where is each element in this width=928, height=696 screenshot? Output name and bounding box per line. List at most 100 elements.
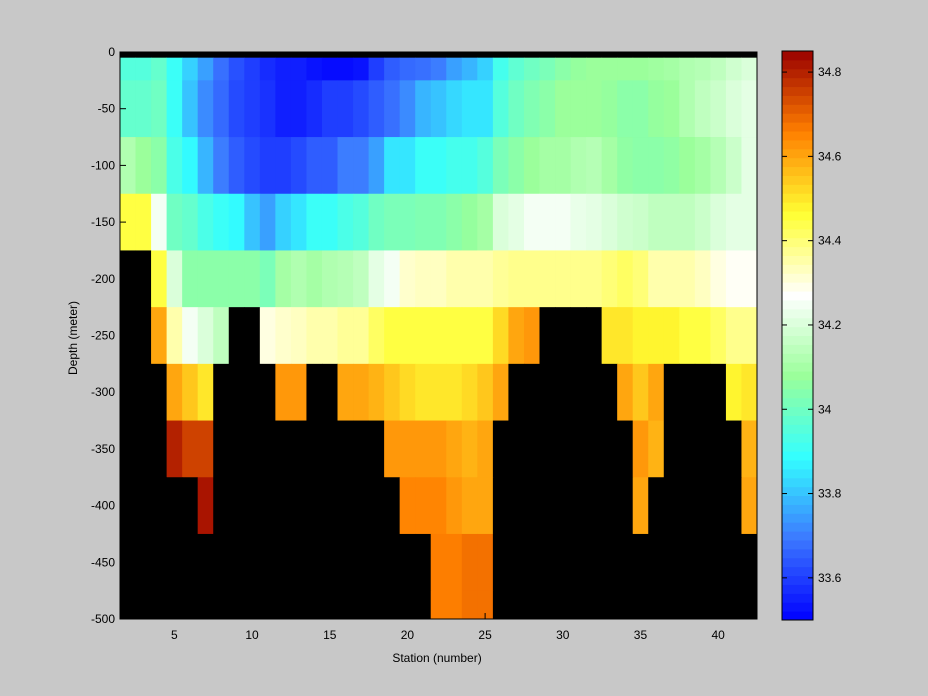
heatmap-cell xyxy=(586,250,603,308)
heatmap-cell xyxy=(166,477,183,535)
heatmap-cell xyxy=(477,533,494,592)
heatmap-cell xyxy=(710,307,727,365)
x-tick-label: 40 xyxy=(711,628,725,642)
heatmap-cell xyxy=(228,363,245,421)
heatmap-cell xyxy=(492,477,509,535)
heatmap-cell xyxy=(135,57,152,81)
y-tick-label: -350 xyxy=(91,442,115,456)
heatmap-cell xyxy=(151,57,168,81)
colorbar-segment xyxy=(782,131,813,141)
heatmap-cell xyxy=(617,363,634,421)
heatmap-cell xyxy=(648,307,665,365)
heatmap-cell xyxy=(182,57,199,81)
heatmap-cell xyxy=(477,420,494,478)
heatmap-cell xyxy=(725,57,742,81)
heatmap-cell xyxy=(151,137,168,195)
colorbar-segment xyxy=(782,539,813,550)
y-tick-label: 0 xyxy=(108,45,115,59)
heatmap-cell xyxy=(586,420,603,478)
x-tick-label: 35 xyxy=(634,628,648,642)
y-tick-label: -100 xyxy=(91,158,115,172)
heatmap-cell xyxy=(555,193,571,251)
heatmap-cell xyxy=(120,590,136,620)
heatmap-cell xyxy=(477,363,494,421)
heatmap-cell xyxy=(570,307,587,365)
y-tick-label: -450 xyxy=(91,555,115,569)
heatmap-cell xyxy=(523,250,540,308)
colorbar-segment xyxy=(782,104,813,114)
heatmap-cell xyxy=(182,533,199,592)
heatmap-cell xyxy=(259,80,276,138)
heatmap-cell xyxy=(477,57,494,81)
heatmap-cell xyxy=(446,420,463,478)
heatmap-cell xyxy=(586,193,603,251)
colorbar-segment xyxy=(782,575,813,585)
heatmap-cell xyxy=(321,80,338,138)
colorbar-segment xyxy=(782,335,813,345)
heatmap-cell xyxy=(477,307,494,365)
heatmap-cell xyxy=(120,57,136,81)
heatmap-cell xyxy=(290,590,307,620)
heatmap-cell xyxy=(166,193,183,251)
heatmap-cell xyxy=(617,137,634,195)
heatmap-cell xyxy=(353,307,369,365)
heatmap-cell xyxy=(725,307,742,365)
heatmap-cell xyxy=(182,137,199,195)
heatmap-cell xyxy=(182,420,199,478)
heatmap-cell xyxy=(492,57,509,81)
heatmap-cell xyxy=(399,137,416,195)
heatmap-cell xyxy=(275,137,292,195)
heatmap-cell xyxy=(213,590,230,620)
heatmap-cell xyxy=(290,477,307,535)
heatmap-cell xyxy=(523,57,540,81)
heatmap-cell xyxy=(166,57,183,81)
heatmap-cell xyxy=(694,477,711,535)
heatmap-cell xyxy=(492,250,509,308)
heatmap-cell xyxy=(679,193,696,251)
heatmap-cell xyxy=(725,193,742,251)
colorbar-segment xyxy=(782,255,813,265)
heatmap-cell xyxy=(523,363,540,421)
heatmap-cell xyxy=(663,57,680,81)
heatmap-cell xyxy=(570,80,587,138)
heatmap-cell xyxy=(523,193,540,251)
heatmap-cell xyxy=(694,420,711,478)
heatmap-cell xyxy=(632,80,649,138)
heatmap-cell xyxy=(601,590,618,620)
heatmap-cell xyxy=(446,307,463,365)
heatmap-cell xyxy=(135,193,152,251)
heatmap-cell xyxy=(461,477,478,535)
heatmap-cell xyxy=(710,590,727,620)
heatmap-cell xyxy=(539,80,556,138)
heatmap-cell xyxy=(415,57,432,81)
heatmap-cell xyxy=(182,363,199,421)
heatmap-cell xyxy=(337,477,354,535)
heatmap-cell xyxy=(321,533,338,592)
heatmap-cell xyxy=(710,250,727,308)
heatmap-cell xyxy=(663,193,680,251)
heatmap-cell xyxy=(741,57,758,81)
heatmap-cell xyxy=(679,137,696,195)
heatmap-cell xyxy=(710,193,727,251)
heatmap-cell xyxy=(135,477,152,535)
heatmap-cell xyxy=(446,477,463,535)
heatmap-cell xyxy=(570,57,587,81)
heatmap-cell xyxy=(353,250,369,308)
heatmap-cell xyxy=(321,307,338,365)
colorbar-segment xyxy=(782,273,813,283)
heatmap-cell xyxy=(648,57,665,81)
heatmap-plot-area xyxy=(119,51,758,620)
heatmap-cell xyxy=(710,57,727,81)
heatmap-cell xyxy=(290,137,307,195)
heatmap-cell xyxy=(617,590,634,620)
heatmap-cell xyxy=(166,137,183,195)
heatmap-cell xyxy=(430,420,447,478)
colorbar-segment xyxy=(782,122,813,132)
heatmap-cell xyxy=(353,363,369,421)
heatmap-cell xyxy=(601,193,618,251)
heatmap-cell xyxy=(430,533,447,592)
heatmap-cell xyxy=(523,137,540,195)
heatmap-cell xyxy=(725,250,742,308)
heatmap-cell xyxy=(306,57,323,81)
heatmap-cell xyxy=(197,57,214,81)
